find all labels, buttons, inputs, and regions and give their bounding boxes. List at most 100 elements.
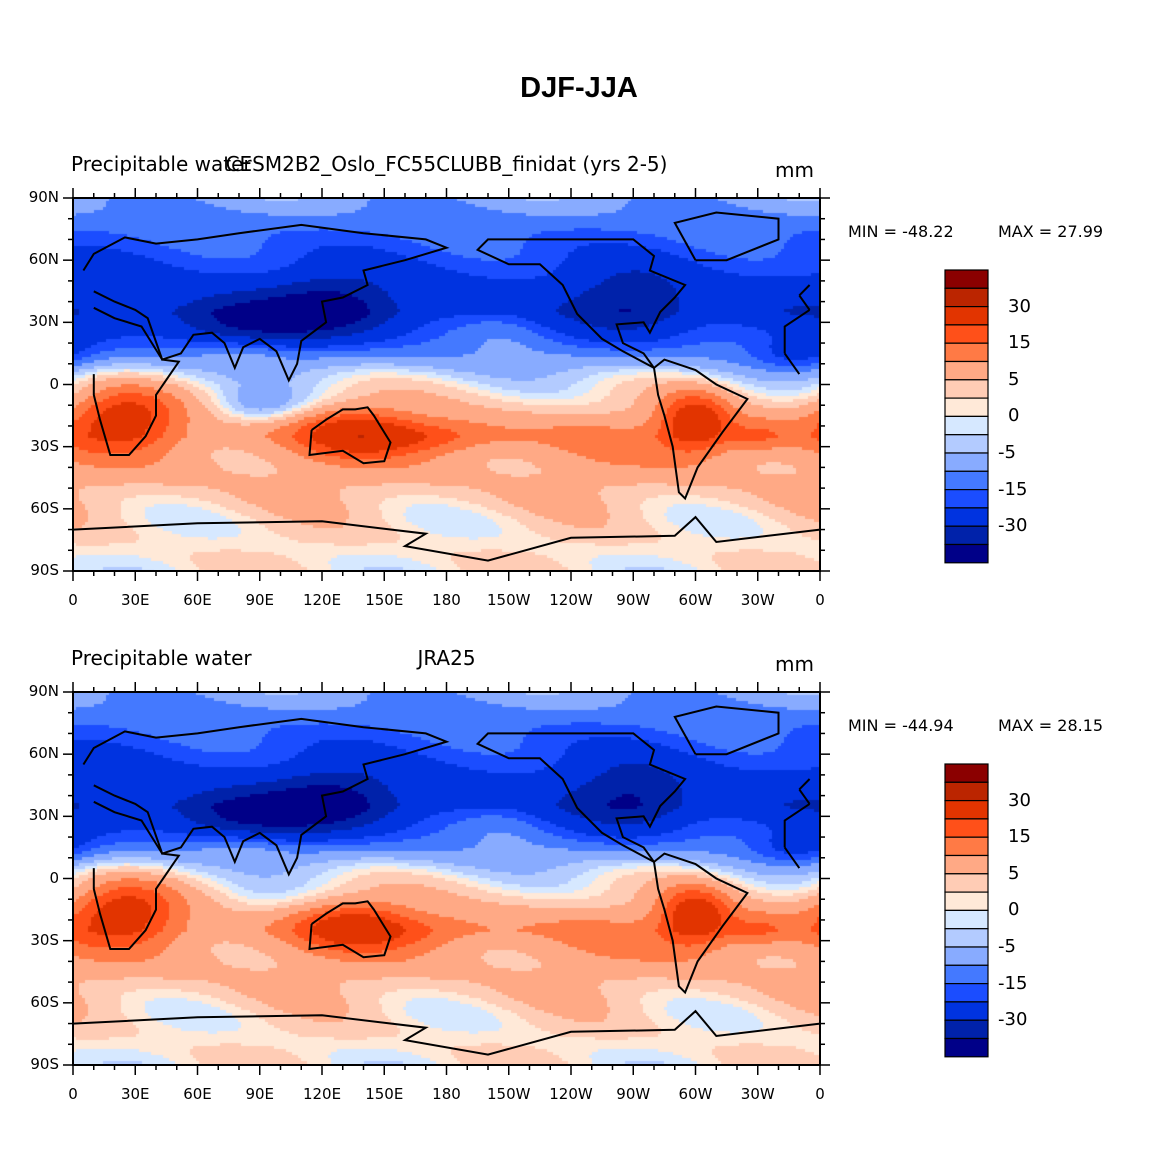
colorbar-label: -30 — [998, 515, 1028, 537]
colorbar-box — [944, 946, 989, 966]
colorbar-box — [944, 763, 989, 783]
colorbar-label: -5 — [998, 936, 1016, 957]
x-tick-label: 120E — [302, 591, 342, 609]
x-tick-label: 150E — [365, 591, 404, 609]
max-label: MAX = 28.15 — [998, 716, 1104, 735]
colorbar-box — [944, 342, 989, 363]
panel-2 — [63, 682, 989, 1075]
colorbar-box — [944, 982, 989, 1003]
x-tick-label: 180 — [432, 1085, 461, 1103]
panel-1 — [63, 188, 989, 581]
colorbar-label: -15 — [998, 972, 1028, 994]
colorbar-label: -15 — [998, 478, 1028, 500]
y-tick-label: 90N — [28, 682, 59, 700]
colorbar-box — [944, 854, 989, 875]
colorbar-box — [944, 1001, 989, 1021]
x-tick-label: 60W — [678, 591, 713, 609]
colorbar-label: 5 — [1008, 368, 1020, 390]
coastline — [475, 732, 687, 863]
colorbar-box — [944, 799, 989, 820]
x-tick-label: 180 — [432, 591, 461, 609]
colorbar-label: -5 — [998, 442, 1016, 463]
colorbar-box — [944, 909, 989, 930]
x-tick-label: 60E — [183, 591, 212, 609]
x-tick-label: 120W — [549, 591, 593, 609]
x-tick-label: 60W — [678, 1085, 713, 1103]
colorbar-label: 15 — [1008, 826, 1031, 848]
units-label: mm — [775, 652, 814, 676]
colorbar-label: 5 — [1008, 862, 1020, 884]
colorbar-box — [944, 507, 989, 527]
x-tick-label: 90W — [616, 591, 651, 609]
colorbar-label: -30 — [998, 1009, 1028, 1031]
min-label: MIN = -44.94 — [848, 716, 954, 735]
colorbar-box — [944, 434, 989, 454]
x-tick-label: 0 — [68, 591, 78, 609]
colorbar-box — [944, 489, 989, 509]
coastline — [72, 1009, 821, 1056]
colorbar-box — [944, 964, 989, 985]
y-tick-label: 60N — [28, 744, 59, 763]
colorbar-label: 30 — [1008, 789, 1031, 811]
y-tick-label: 60N — [28, 250, 59, 269]
x-tick-label: 150W — [487, 591, 531, 609]
coastline — [653, 852, 749, 995]
x-tick-label: 90W — [616, 1085, 651, 1103]
colorbar-box — [944, 324, 989, 344]
x-tick-label: 0 — [815, 1085, 825, 1103]
main-title: DJF-JJA — [520, 72, 638, 104]
x-tick-label: 30E — [120, 1085, 150, 1103]
units-label: mm — [775, 158, 814, 182]
colorbar-box — [944, 287, 989, 308]
colorbar-box — [944, 1037, 989, 1058]
colorbar-box — [944, 360, 989, 381]
colorbar-box — [944, 873, 989, 893]
y-tick-label: 0 — [49, 868, 59, 887]
colorbar-box — [944, 306, 989, 326]
x-tick-label: 150W — [487, 1085, 531, 1103]
x-tick-label: 150E — [365, 1085, 404, 1103]
x-tick-label: 90E — [245, 591, 275, 609]
y-tick-label: 30S — [30, 436, 59, 455]
colorbar-box — [944, 470, 989, 491]
coastline — [72, 515, 821, 562]
coastline — [475, 238, 687, 369]
colorbar-box — [944, 415, 989, 436]
coastline — [82, 223, 811, 383]
max-label: MAX = 27.99 — [998, 222, 1104, 241]
x-tick-label: 30W — [740, 1085, 775, 1103]
colorbar-box — [944, 928, 989, 948]
coastline — [673, 211, 780, 262]
y-tick-label: 30N — [28, 312, 59, 331]
x-tick-label: 120W — [549, 1085, 593, 1103]
y-tick-label: 90N — [28, 188, 59, 206]
colorbar-box — [944, 397, 989, 418]
plot-frame — [72, 691, 821, 1066]
colorbar-box — [944, 452, 989, 472]
y-tick-label: 90S — [30, 1055, 59, 1073]
y-tick-label: 60S — [30, 498, 59, 517]
x-tick-label: 60E — [183, 1085, 212, 1103]
coastline — [92, 800, 811, 950]
plot-frame — [72, 197, 821, 572]
left-title: Precipitable water — [71, 646, 252, 670]
colorbar-box — [944, 269, 989, 289]
y-tick-label: 30N — [28, 806, 59, 825]
coastline — [92, 306, 811, 456]
coastline — [82, 717, 811, 877]
colorbar-box — [944, 781, 989, 802]
x-tick-label: 120E — [302, 1085, 342, 1103]
colorbar-box — [944, 379, 989, 399]
coastline — [308, 900, 392, 959]
coastline — [308, 406, 392, 465]
colorbar-box — [944, 1019, 989, 1040]
y-tick-label: 90S — [30, 561, 59, 579]
colorbar-box — [944, 891, 989, 911]
left-title: Precipitable water — [71, 152, 252, 176]
x-tick-label: 0 — [68, 1085, 78, 1103]
colorbar-label: 15 — [1008, 332, 1031, 354]
x-tick-label: 90E — [245, 1085, 275, 1103]
x-tick-label: 30E — [120, 591, 150, 609]
